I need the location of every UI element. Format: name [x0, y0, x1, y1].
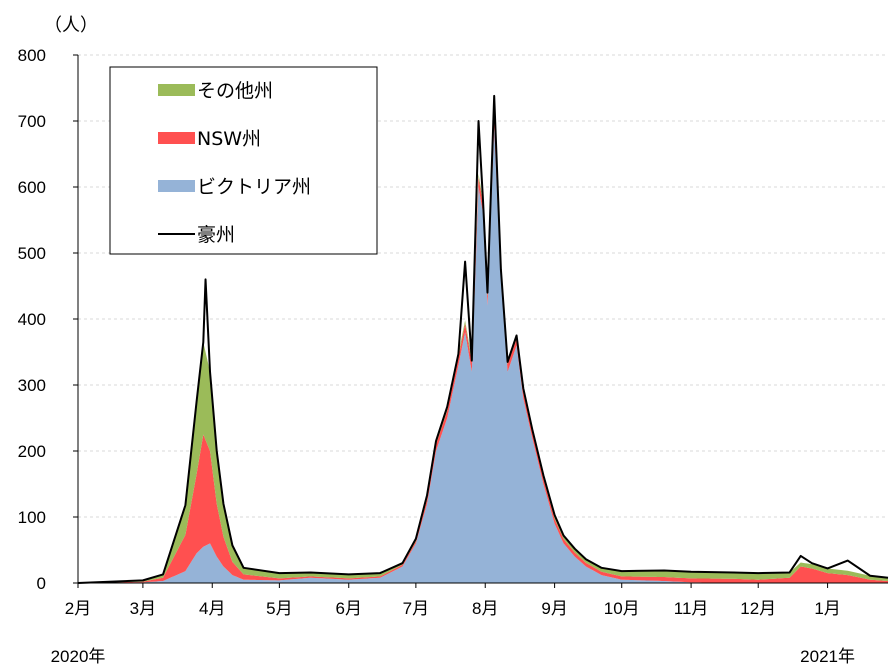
x-tick-label: 5月	[266, 599, 292, 618]
y-tick-label: 400	[18, 310, 46, 329]
area-ビクトリア州	[78, 127, 888, 583]
legend-frame	[109, 66, 378, 255]
y-tick-label: 600	[18, 178, 46, 197]
axes	[73, 54, 888, 588]
legend-label: 豪州	[197, 224, 235, 246]
legend-swatch	[158, 84, 195, 96]
x-tick-label: 2月	[65, 599, 91, 618]
year-label: 2021年	[800, 647, 855, 666]
line-豪州	[77, 94, 889, 584]
legend-label: ビクトリア州	[197, 176, 311, 198]
x-tick-label: 3月	[130, 599, 156, 618]
line-series-group	[77, 94, 889, 584]
y-tick-label: 800	[18, 46, 46, 65]
legend-label: NSW州	[197, 128, 261, 150]
year-label: 2020年	[51, 647, 106, 666]
y-tick-labels: 0 100 200 300 400 500 600 700 800	[18, 46, 46, 593]
y-tick-label: 0	[37, 574, 46, 593]
x-tick-label: 6月	[336, 599, 362, 618]
x-tick-label: 7月	[403, 599, 429, 618]
x-tick-label: 1月	[814, 599, 840, 618]
x-tick-labels: 2月 3月 4月 5月 6月 7月 8月 9月 10月 11月 12月 1月	[65, 599, 841, 618]
legend-label: その他州	[197, 80, 273, 102]
year-labels: 2020年 2021年	[51, 647, 855, 666]
y-tick-label: 100	[18, 508, 46, 527]
x-tick-label: 4月	[199, 599, 225, 618]
y-tick-label: 500	[18, 244, 46, 263]
x-tick-label: 10月	[604, 599, 640, 618]
y-tick-label: 200	[18, 442, 46, 461]
y-tick-label: 300	[18, 376, 46, 395]
x-tick-label: 8月	[472, 599, 498, 618]
x-tick-label: 11月	[674, 599, 709, 618]
y-axis-unit-label: （人）	[44, 15, 98, 36]
legend-swatch	[158, 180, 195, 192]
legend-swatch	[158, 132, 195, 144]
x-tick-label: 12月	[740, 599, 776, 618]
y-tick-label: 700	[18, 112, 46, 131]
x-tick-label: 9月	[541, 599, 567, 618]
